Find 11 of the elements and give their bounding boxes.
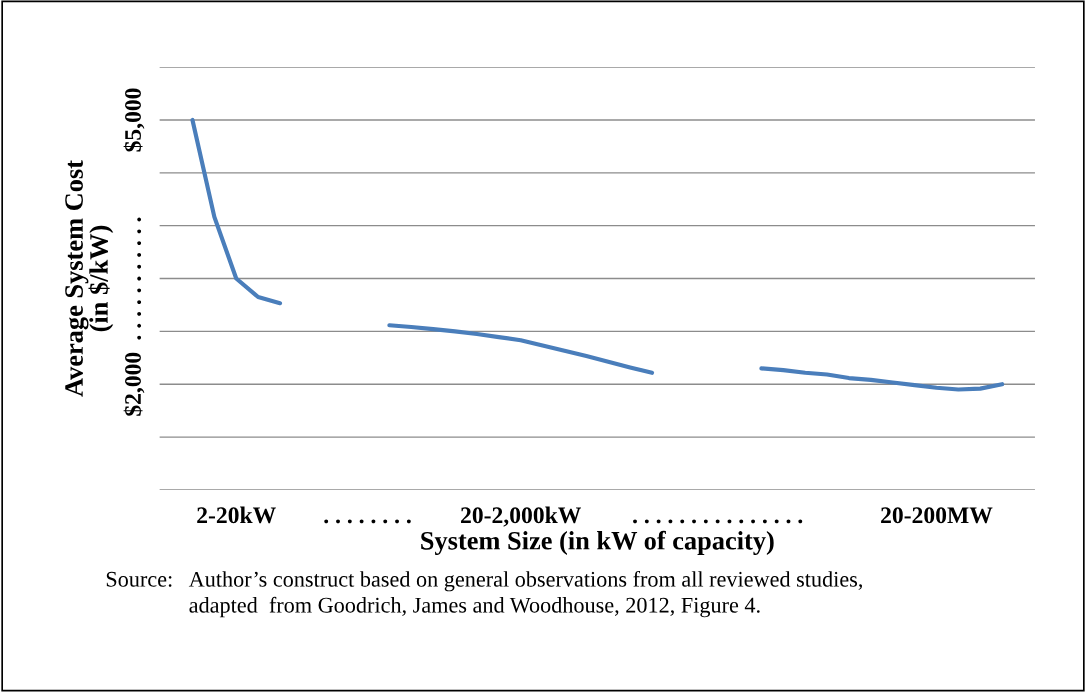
- x-tick-label: 20-2,000kW: [461, 506, 582, 527]
- y-tick-label: . . . . . . . . . . .: [137, 217, 142, 340]
- source-note: Source: Author’s construct based on general observations from all reviewed studies, adapted from Goodrich, James and Woodhouse, 2012, Figure 4.: [106, 570, 862, 618]
- y-tick-label: $2,000: [123, 352, 145, 416]
- y-axis-title: Average System Cost (in $/kW): [65, 160, 114, 397]
- x-tick-label: 2-20kW: [197, 506, 276, 524]
- x-axis-title: System Size (in kW of capacity): [421, 530, 774, 556]
- x-tick-label: . . . . . . . . . . . . . . .: [633, 519, 803, 524]
- x-tick-label: 20-200MW: [881, 507, 993, 524]
- y-tick-label: $5,000: [123, 88, 145, 152]
- x-tick-label: . . . . . . . .: [324, 519, 411, 524]
